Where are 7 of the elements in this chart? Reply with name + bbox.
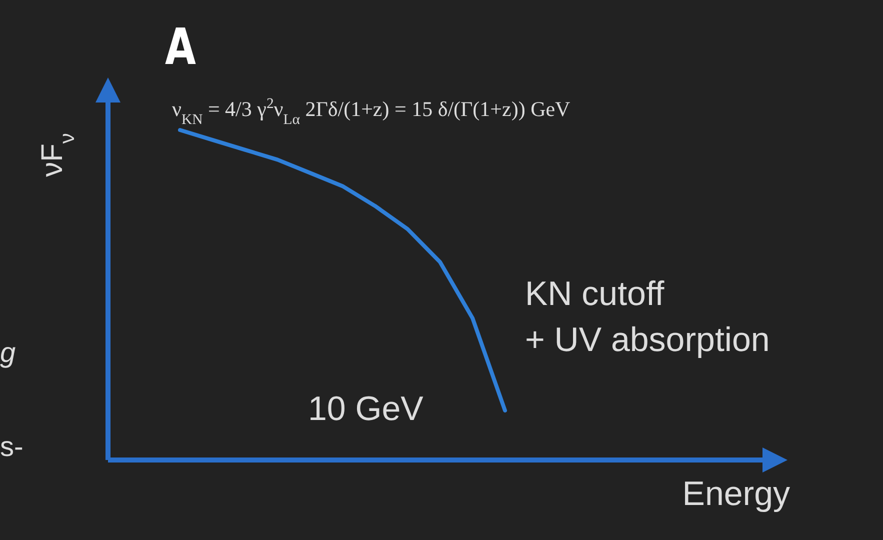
chart-title: A	[165, 18, 196, 76]
text: ν$_{KN}$ = 4/3 γ$^{2}$ν$_{Lα}$ 2Γδ/(1+z) = 15 δ/(Γ(1+z)) GeV	[172, 96, 570, 128]
text: KN cutoff + UV absorption	[525, 275, 770, 359]
text: g	[0, 337, 16, 368]
x-axis-title: Energy	[682, 475, 790, 513]
annotation: 10 GeV	[308, 390, 424, 428]
text: s-	[0, 431, 24, 462]
